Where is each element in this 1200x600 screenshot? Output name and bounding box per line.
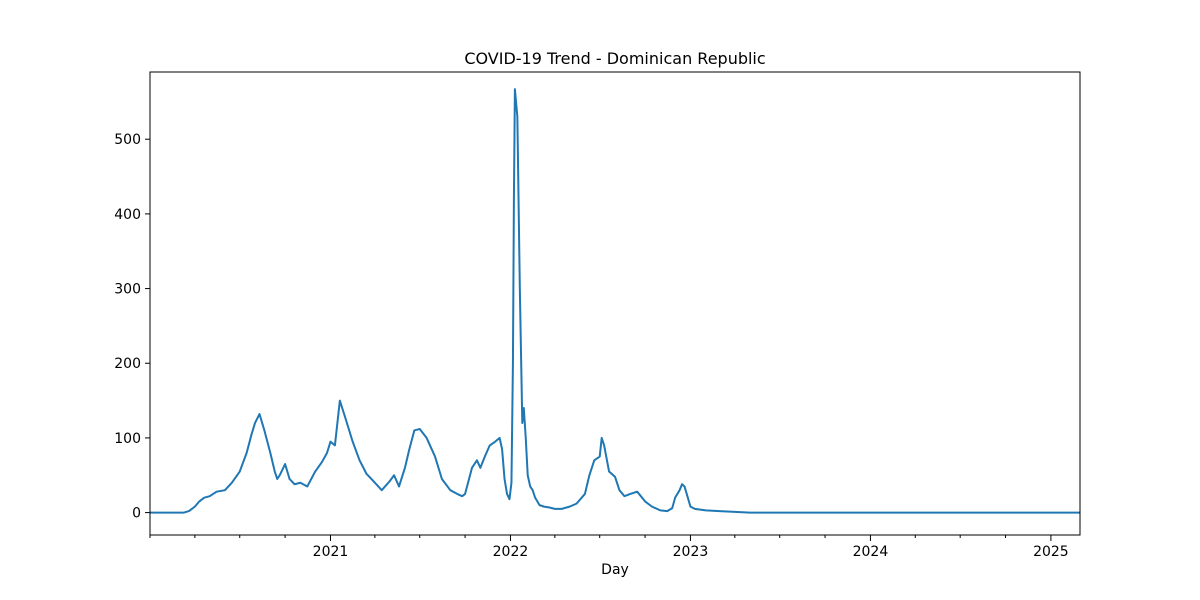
axes-frame [149,71,1081,536]
x-axis-label: Day [601,562,629,578]
x-tick-label: 2025 [1033,544,1069,560]
x-tick-label: 2023 [673,544,709,560]
x-tick-label: 2022 [493,544,529,560]
y-tick-label: 200 [114,356,141,372]
y-tick-label: 100 [114,431,141,447]
y-tick-label: 0 [132,506,141,522]
x-tick-label: 2021 [313,544,349,560]
y-tick-label: 400 [114,207,141,223]
series-line [150,88,1080,514]
x-axis: 2021 2022 2023 2024 2025 [149,535,1069,560]
plot-area [150,88,1080,514]
y-axis: 0 100 200 300 400 500 [114,132,150,522]
x-tick-label: 2024 [853,544,889,560]
y-tick-label: 300 [114,282,141,298]
chart-title: COVID-19 Trend - Dominican Republic [464,49,765,68]
y-tick-label: 500 [114,132,141,148]
